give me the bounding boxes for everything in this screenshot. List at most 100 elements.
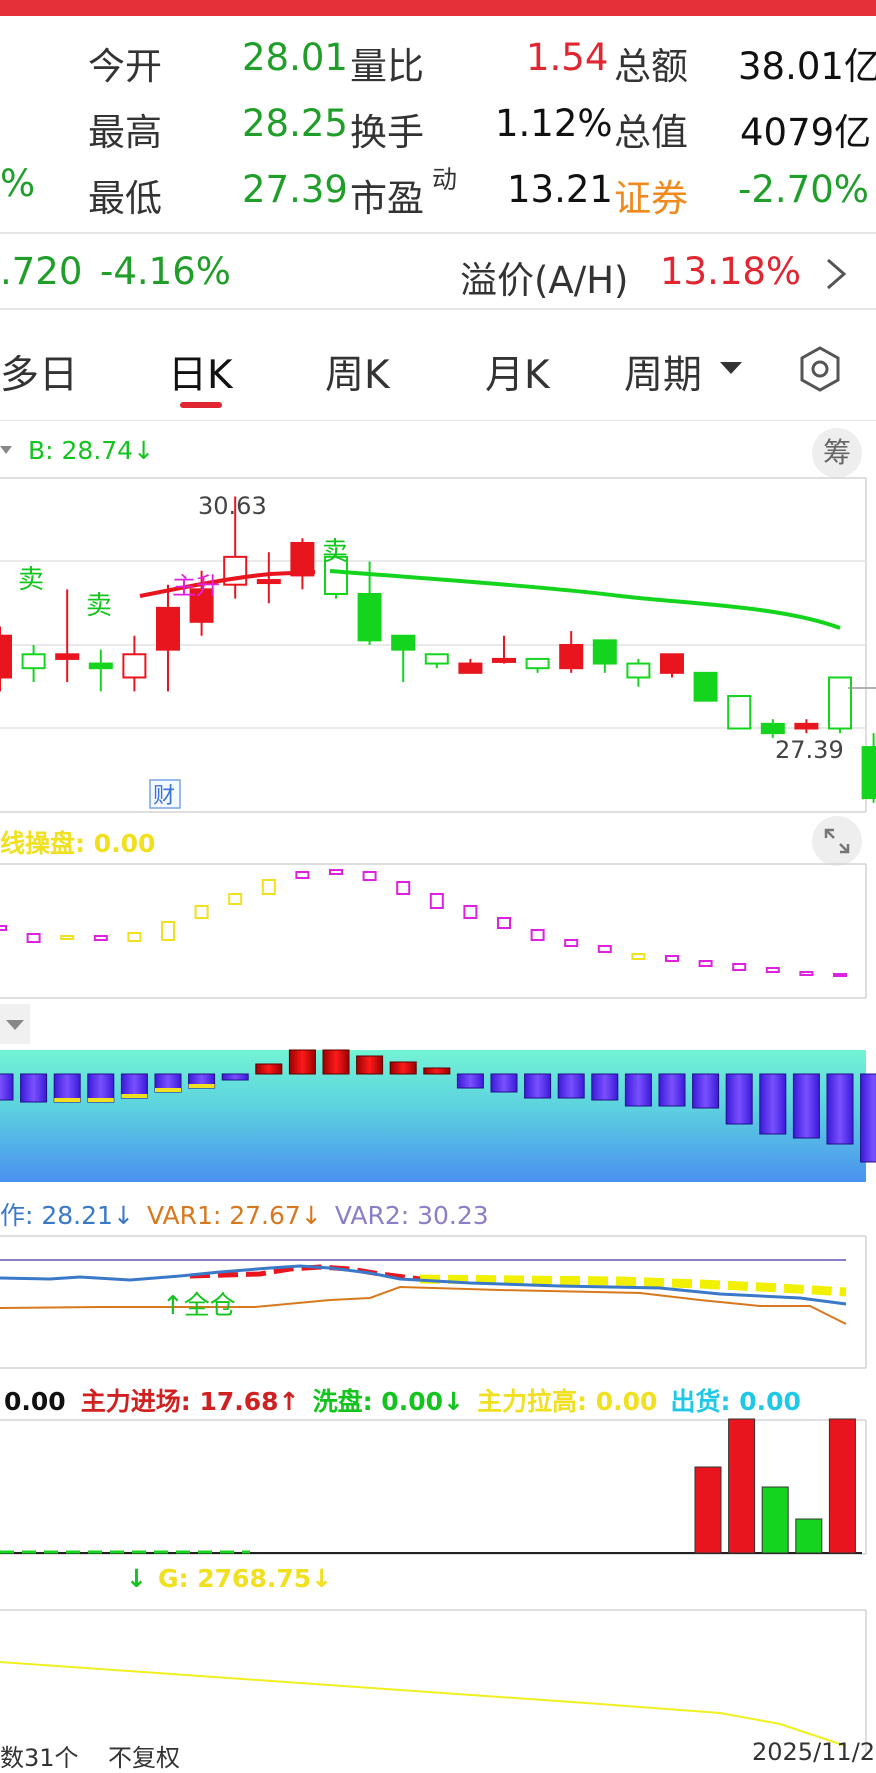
candle [660, 653, 684, 678]
operation-mark [362, 871, 377, 881]
panel2-collapse-button[interactable] [0, 1004, 30, 1044]
gradient-bar [591, 1073, 619, 1101]
g-line-panel[interactable] [0, 1609, 876, 1756]
candle-body [861, 746, 876, 800]
operation-mark [329, 869, 343, 875]
ma-line-red [139, 570, 316, 598]
operation-mark [631, 953, 646, 960]
panel4-header: 0.00 主力进场: 17.68↑ 洗盘: 0.00↓ 主力拉高: 0.00 出… [4, 1382, 801, 1418]
gradient-bar [389, 1061, 417, 1075]
gradient-bar [53, 1073, 81, 1103]
operation-mark [429, 893, 444, 909]
gradient-bar [624, 1073, 652, 1107]
caret-down-icon [720, 362, 742, 374]
operation-mark [194, 905, 209, 919]
var1-line [0, 1285, 847, 1325]
candle [458, 658, 483, 674]
operation-panel[interactable] [0, 863, 876, 999]
settings-hexagon-icon[interactable] [795, 344, 845, 394]
candle-body [391, 634, 416, 651]
gradient-bar-cap [87, 1098, 114, 1102]
kline-chart[interactable]: 30.63 27.39 卖 卖 卖 主升 财 [0, 477, 876, 813]
open-value: 28.01 [242, 36, 348, 79]
premium-label: 溢价(A/H) [460, 259, 629, 302]
ah-premium-row[interactable]: .720 -4.16% 溢价(A/H) 13.18% [0, 234, 876, 308]
main-force-bar [761, 1486, 789, 1554]
turnover-amount-label: 总额 [614, 45, 688, 88]
candle-body [828, 676, 852, 730]
turnover-rate-value: 1.12% [495, 102, 613, 145]
main-force-lift: 主力拉高: 0.00 [477, 1387, 658, 1416]
candle [290, 538, 315, 590]
candle-body [55, 653, 80, 660]
tab-day-k[interactable]: 日K [168, 353, 233, 398]
market-cap-label: 总值 [614, 111, 688, 154]
financial-report-badge[interactable] [149, 779, 181, 809]
candle [693, 671, 718, 702]
operation-mark [530, 929, 545, 941]
sell-signal-1: 卖 [18, 565, 44, 595]
candle-body [592, 639, 617, 665]
candle-body [324, 555, 348, 595]
change-pct-fragment: % [0, 162, 36, 205]
operation-mark [396, 881, 411, 895]
var-lines-panel[interactable]: ↑全仓 [0, 1235, 876, 1369]
var-main-line [0, 1264, 847, 1306]
gradient-bar [692, 1073, 720, 1109]
tab-period-dropdown[interactable]: 周期 [624, 344, 742, 400]
expand-icon [824, 828, 850, 854]
main-rise-label: 主升 [172, 572, 220, 600]
panel1-title: 线操盘: 0.00 [0, 829, 156, 858]
market-cap-value: 4079亿 [740, 111, 872, 154]
operation-mark [732, 963, 747, 971]
candle [55, 589, 80, 683]
divider [0, 308, 876, 310]
tab-multi-day[interactable]: 多日 [0, 353, 79, 398]
operation-mark [161, 921, 175, 941]
gradient-bar [87, 1073, 115, 1103]
tab-month-k[interactable]: 月K [485, 353, 550, 398]
candle [861, 733, 876, 803]
candle [760, 719, 785, 738]
wash-value: 洗盘: 0.00↓ [312, 1387, 464, 1416]
candle-body [0, 634, 12, 679]
panel4-base-value: 0.00 [4, 1387, 66, 1416]
gradient-bar [288, 1049, 316, 1075]
low-price-label: 27.39 [775, 736, 844, 764]
gradient-bar-panel[interactable] [0, 1049, 876, 1182]
operation-mark [26, 933, 41, 943]
divider [0, 420, 876, 421]
volume-ratio-label: 量比 [350, 45, 424, 88]
operation-mark [497, 917, 511, 929]
gradient-bar [759, 1073, 787, 1135]
high-value: 28.25 [242, 102, 348, 145]
tab-week-k[interactable]: 周K [325, 353, 390, 398]
g-line [0, 1661, 847, 1747]
candle-body [357, 592, 382, 642]
operation-mark [261, 879, 276, 895]
gradient-bar-cap [121, 1094, 148, 1098]
operation-mark [295, 871, 310, 879]
candle [88, 649, 113, 692]
sell-signal-3: 卖 [322, 537, 348, 567]
candle [492, 635, 516, 664]
sector-link[interactable]: 证券 [614, 177, 688, 220]
expand-button[interactable] [812, 816, 862, 866]
candle-body [727, 695, 752, 730]
candle-body [492, 657, 516, 663]
operation-mark [60, 935, 75, 940]
high-label: 最高 [88, 111, 162, 154]
premium-value: 13.18% [660, 250, 802, 293]
caret-left-small-icon[interactable] [0, 440, 14, 460]
candle [727, 695, 752, 730]
financial-report-badge-label: 财 [153, 784, 175, 809]
tab-period-label: 周期 [624, 353, 703, 398]
turnover-amount-value: 38.01亿 [738, 45, 876, 88]
main-force-panel[interactable] [0, 1418, 876, 1555]
chips-button[interactable]: 筹 [812, 428, 862, 478]
turnover-rate-label: 换手 [350, 111, 424, 154]
operation-mark [0, 925, 7, 931]
operation-mark [665, 955, 679, 962]
gradient-bar-cap [54, 1098, 81, 1102]
caret-down-icon [6, 1020, 24, 1030]
